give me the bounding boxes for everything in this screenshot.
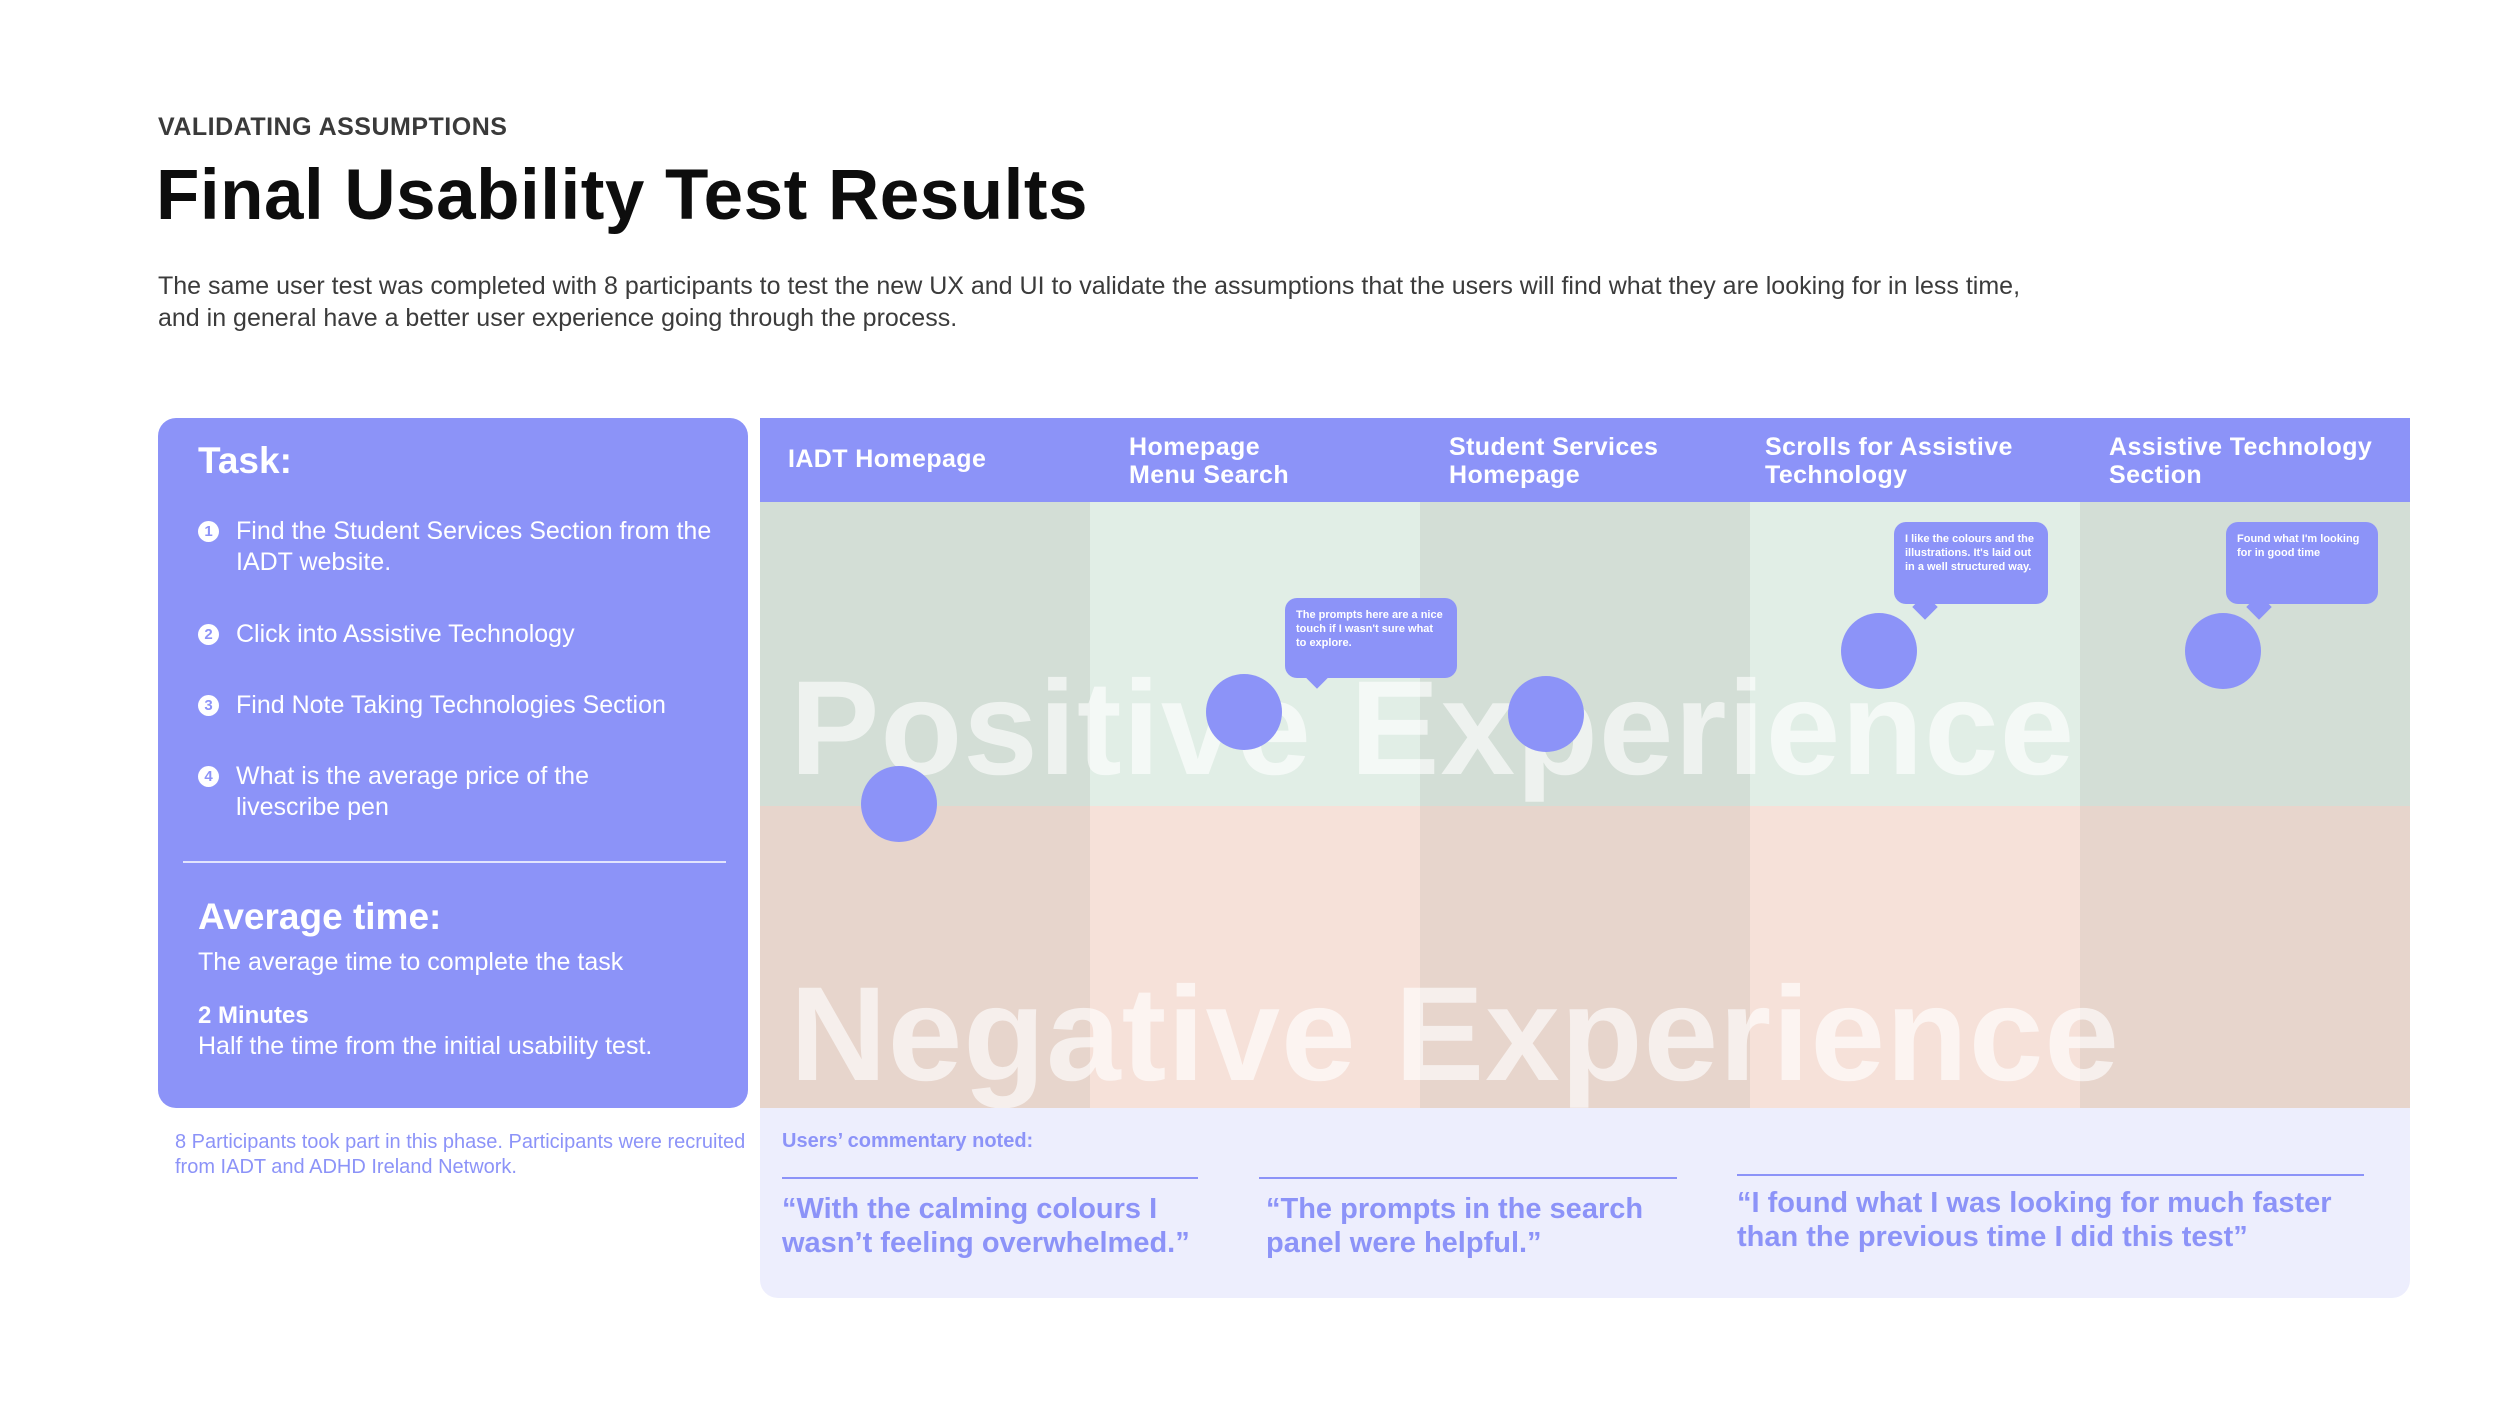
negative-zone-cell — [760, 806, 1090, 1108]
positive-zone-cell — [760, 502, 1090, 806]
speech-bubble: The prompts here are a nice touch if I w… — [1285, 598, 1457, 678]
divider — [183, 861, 726, 863]
task-item-text: Click into Assistive Technology — [236, 620, 575, 648]
intro-line-2: and in general have a better user experi… — [158, 304, 958, 332]
quote-divider — [782, 1177, 1198, 1179]
negative-zone-cell — [1420, 806, 1750, 1108]
average-time-heading: Average time: — [198, 896, 442, 937]
step-number-badge: 4 — [198, 766, 219, 787]
task-item: 4 What is the average price of the lives… — [198, 761, 728, 825]
negative-experience-label: Negative Experience — [790, 960, 2120, 1108]
task-item: 1 Find the Student Services Section from… — [198, 516, 728, 580]
task-item: 3 Find Note Taking Technologies Section — [198, 690, 728, 722]
negative-zone-cell — [1090, 806, 1420, 1108]
stage-label: Scrolls for Assistive Technology — [1765, 433, 2013, 489]
page-title: Final Usability Test Results — [156, 156, 1088, 235]
positive-zone-cell — [1420, 502, 1750, 806]
participants-note: 8 Participants took part in this phase. … — [175, 1131, 746, 1178]
task-item: 2 Click into Assistive Technology — [198, 619, 728, 651]
experience-point — [2185, 613, 2261, 689]
step-number-badge: 3 — [198, 695, 219, 716]
speech-bubble: I like the colours and the illustrations… — [1894, 522, 2048, 604]
journey-stage-header: IADT Homepage Homepage Menu Search Stude… — [760, 418, 2410, 502]
experience-point — [1206, 674, 1282, 750]
step-number-badge: 2 — [198, 624, 219, 645]
task-item-text: Find Note Taking Technologies Section — [236, 691, 666, 719]
user-quote: “With the calming colours I wasn’t feeli… — [782, 1193, 1190, 1259]
stage-label: Assistive Technology Section — [2109, 433, 2373, 489]
intro-paragraph: The same user test was completed with 8 … — [158, 270, 2288, 334]
average-time-value: 2 Minutes — [198, 1002, 309, 1029]
negative-zone-cell — [2080, 806, 2410, 1108]
experience-point — [1508, 676, 1584, 752]
commentary-panel: Users’ commentary noted: “With the calmi… — [760, 1108, 2410, 1298]
average-time-description: The average time to complete the task — [198, 948, 624, 976]
task-item-text: What is the average price of the livescr… — [236, 762, 589, 821]
negative-zone-cell — [1750, 806, 2080, 1108]
intro-line-1: The same user test was completed with 8 … — [158, 272, 2021, 300]
stage-label: Homepage Menu Search — [1129, 433, 1290, 489]
speech-bubble: Found what I'm looking for in good time — [2226, 522, 2378, 604]
task-item-text: Find the Student Services Section from t… — [236, 517, 712, 576]
experience-point — [1841, 613, 1917, 689]
stage-label: IADT Homepage — [788, 445, 987, 473]
section-eyebrow: VALIDATING ASSUMPTIONS — [158, 113, 508, 141]
quote-divider — [1259, 1177, 1677, 1179]
experience-point — [861, 766, 937, 842]
user-quote: “I found what I was looking for much fas… — [1737, 1187, 2332, 1253]
commentary-label: Users’ commentary noted: — [782, 1130, 1034, 1152]
user-quote: “The prompts in the search panel were he… — [1266, 1193, 1644, 1259]
step-number-badge: 1 — [198, 521, 219, 542]
stage-label: Student Services Homepage — [1449, 433, 1659, 489]
task-panel: Task: 1 Find the Student Services Sectio… — [158, 418, 748, 1108]
average-time-note: Half the time from the initial usability… — [198, 1032, 653, 1060]
quote-divider — [1737, 1174, 2364, 1176]
experience-grid: Positive Experience Negative Experience … — [760, 502, 2410, 1108]
task-heading: Task: — [198, 440, 292, 481]
